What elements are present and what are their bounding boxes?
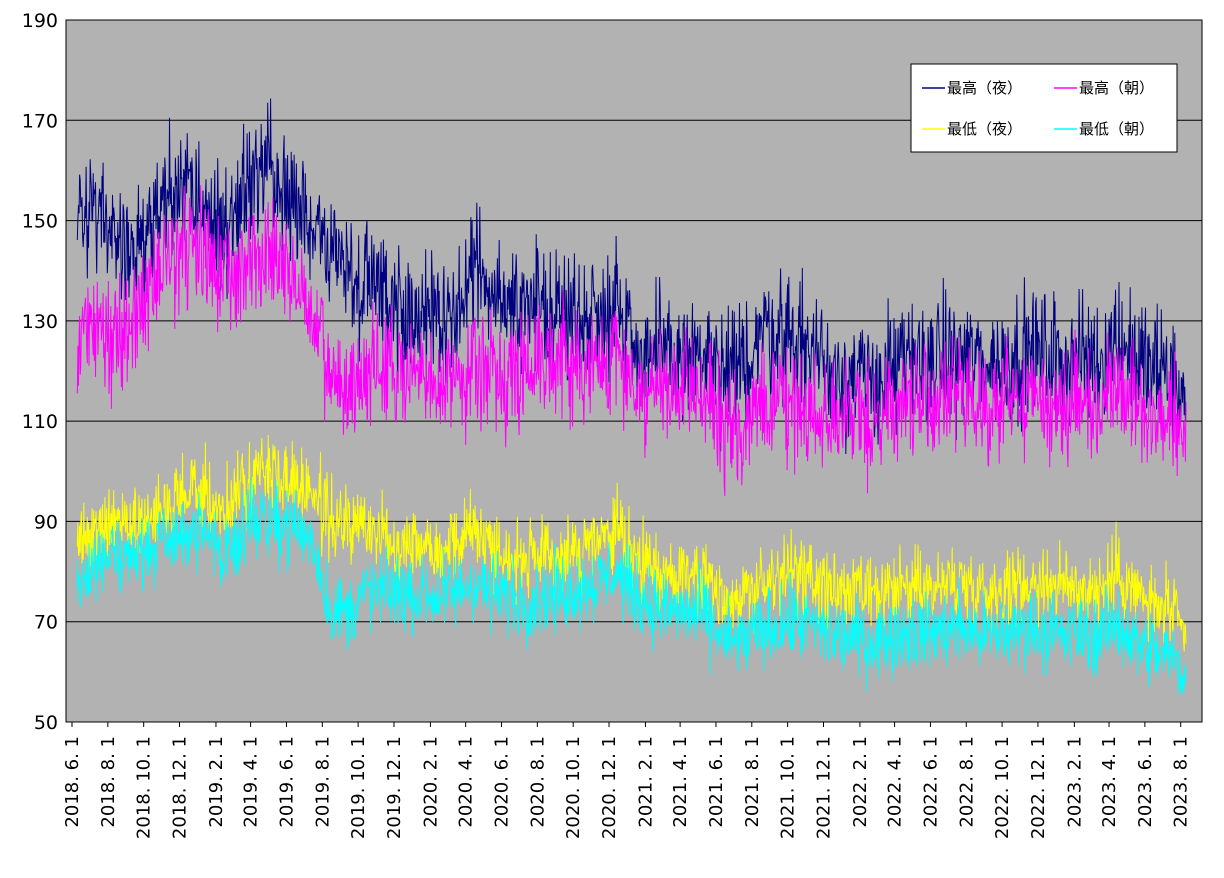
y-tick-label-150: 150 — [22, 211, 58, 233]
legend-box — [910, 63, 1178, 153]
x-tick-label-24: 2022. 6. 1 — [920, 736, 941, 828]
x-tick-label-29: 2023. 4. 1 — [1099, 736, 1120, 828]
x-tick-label-9: 2019. 12. 1 — [384, 736, 405, 839]
x-tick-label-2: 2018. 10. 1 — [134, 736, 155, 839]
y-tick-label-170: 170 — [22, 110, 58, 132]
x-tick-label-17: 2021. 4. 1 — [670, 736, 691, 828]
y-axis: 50 70 90 110 130 150 170 190 — [22, 10, 58, 734]
x-tick-label-30: 2023. 6. 1 — [1135, 736, 1156, 828]
x-tick-label-28: 2023. 2. 1 — [1064, 736, 1085, 828]
x-tick-label-4: 2019. 2. 1 — [206, 736, 227, 828]
y-tick-label-50: 50 — [34, 712, 58, 734]
x-tick-label-25: 2022. 8. 1 — [956, 736, 977, 828]
y-tick-label-70: 70 — [34, 612, 58, 634]
x-tick-label-12: 2020. 6. 1 — [492, 736, 513, 828]
x-tick-label-11: 2020. 4. 1 — [456, 736, 477, 828]
x-tick-label-10: 2020. 2. 1 — [420, 736, 441, 828]
x-tick-label-6: 2019. 6. 1 — [276, 736, 297, 828]
series-line-3 — [76, 476, 1187, 696]
series-line-2 — [76, 434, 1187, 652]
series-layer — [76, 98, 1187, 696]
legend-label-0: 最高（夜） — [947, 79, 1022, 97]
x-tick-label-20: 2021. 10. 1 — [778, 736, 799, 839]
y-tick-label-110: 110 — [22, 411, 58, 433]
legend-label-3: 最低（朝） — [1079, 120, 1154, 138]
x-tick-label-31: 2023. 8. 1 — [1171, 736, 1192, 828]
x-tick-label-8: 2019. 10. 1 — [348, 736, 369, 839]
x-tick-label-22: 2022. 2. 1 — [850, 736, 871, 828]
legend: 最高（夜） 最高（朝） 最低（夜） 最低（朝） — [910, 63, 1178, 153]
legend-label-1: 最高（朝） — [1079, 79, 1154, 97]
legend-label-2: 最低（夜） — [947, 120, 1022, 138]
x-tick-label-26: 2022. 10. 1 — [992, 736, 1013, 839]
x-tick-label-21: 2021. 12. 1 — [813, 736, 834, 839]
x-tick-label-16: 2021. 2. 1 — [635, 736, 656, 828]
y-tick-label-190: 190 — [22, 10, 58, 32]
x-tick-label-23: 2022. 4. 1 — [885, 736, 906, 828]
y-tick-label-130: 130 — [22, 311, 58, 333]
x-tick-label-1: 2018. 8. 1 — [98, 736, 119, 828]
x-tick-label-5: 2019. 4. 1 — [241, 736, 262, 828]
x-tick-label-18: 2021. 6. 1 — [706, 736, 727, 828]
x-tick-label-7: 2019. 8. 1 — [312, 736, 333, 828]
x-tick-label-13: 2020. 8. 1 — [527, 736, 548, 828]
series-line-1 — [76, 185, 1187, 496]
x-tick-label-19: 2021. 8. 1 — [742, 736, 763, 828]
series-line-0 — [76, 98, 1187, 455]
x-tick-label-27: 2022. 12. 1 — [1028, 736, 1049, 839]
x-tick-label-15: 2020. 12. 1 — [599, 736, 620, 839]
y-tick-label-90: 90 — [34, 511, 58, 533]
x-tick-label-3: 2018. 12. 1 — [170, 736, 191, 839]
x-tick-label-14: 2020. 10. 1 — [563, 736, 584, 839]
x-axis: 2018. 6. 1 2018. 8. 1 2018. 10. 1 2018. 12.… — [62, 722, 1192, 839]
x-tick-label-0: 2018. 6. 1 — [62, 736, 83, 828]
